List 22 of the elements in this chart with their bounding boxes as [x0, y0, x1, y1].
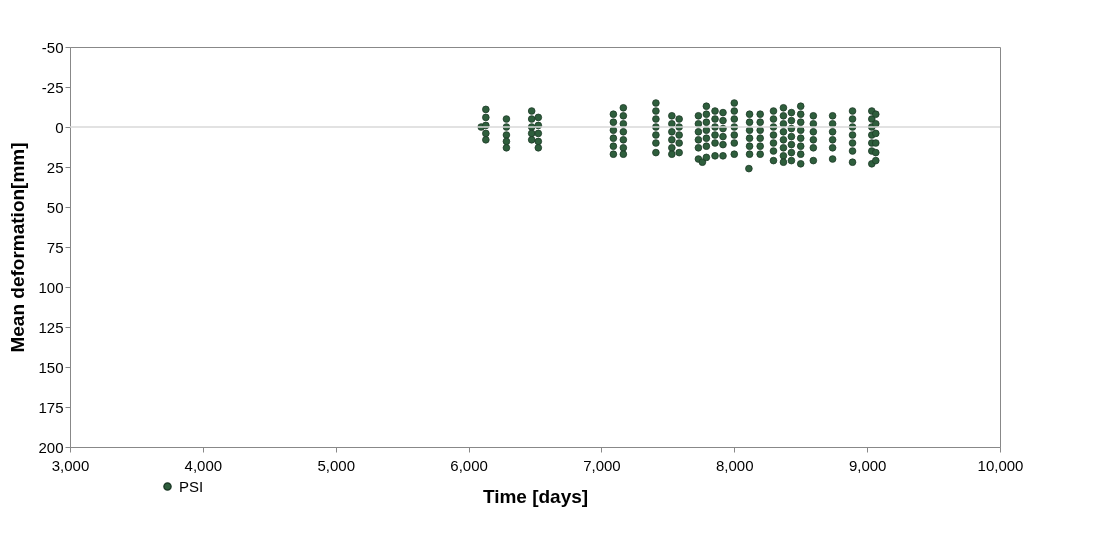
y-tick-label: 175	[38, 398, 64, 416]
legend-label: PSI	[179, 477, 204, 495]
x-tick-label: 4,000	[184, 456, 223, 474]
y-tick-label: 0	[55, 118, 64, 136]
y-tick-label: 50	[46, 198, 64, 216]
y-tick-label: 150	[38, 358, 64, 376]
x-tick-label: 5,000	[317, 456, 355, 474]
x-tick-label: 3,000	[51, 456, 90, 474]
y-tick-label: 100	[38, 278, 64, 296]
y-tick-label: -25	[41, 78, 64, 96]
y-axis-title: Mean deformation[mm]	[7, 142, 29, 353]
x-tick-label: 7,000	[583, 456, 621, 474]
x-tick-label: 8,000	[716, 456, 754, 474]
x-tick-label: 6,000	[450, 456, 488, 474]
x-tick-label: 10,000	[977, 456, 1024, 474]
x-tick-label: 9,000	[848, 456, 887, 474]
y-tick-label: 75	[46, 238, 64, 256]
y-tick-label: 25	[46, 158, 64, 176]
x-axis-title: Time [days]	[482, 485, 589, 507]
y-tick-label: -50	[41, 38, 64, 56]
y-tick-label: 125	[38, 318, 64, 336]
y-tick-label: 200	[38, 438, 64, 456]
